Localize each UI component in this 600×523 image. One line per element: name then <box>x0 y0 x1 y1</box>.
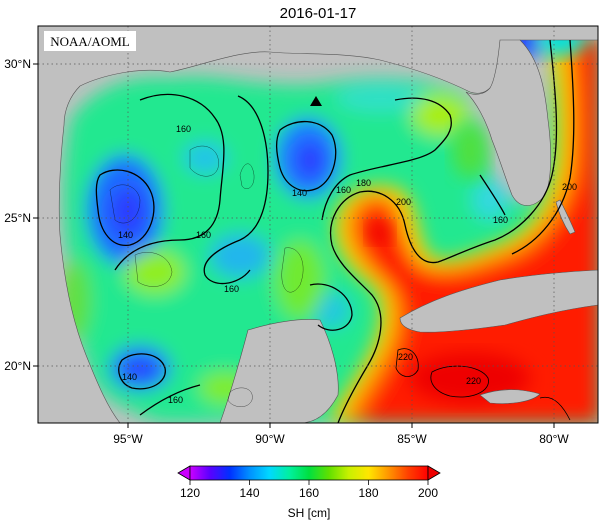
lat-tick-label: 25°N <box>4 211 31 225</box>
cuba <box>399 269 598 333</box>
contour-line <box>539 396 571 421</box>
colorbar-ticks: 120 140 160 180 200 <box>180 480 438 500</box>
latitude-tick-labels: 20°N 25°N 30°N <box>4 57 31 373</box>
lon-tick-label: 95°W <box>113 432 143 446</box>
contour-line <box>321 97 452 221</box>
colorbar-min-arrow <box>177 465 191 481</box>
contour-line <box>95 169 155 246</box>
contour-label: 220 <box>466 376 481 386</box>
map-frame <box>37 25 599 424</box>
axis-ticks <box>33 63 555 428</box>
contour-line <box>309 283 353 331</box>
contour-label: 140 <box>122 372 137 382</box>
contour-line <box>118 353 166 390</box>
florida-peninsula <box>465 39 551 206</box>
contour-label: 160 <box>336 185 351 195</box>
colorbar-tick-label: 200 <box>418 486 438 500</box>
contour-label: 140 <box>292 188 307 198</box>
contour-line <box>479 174 506 216</box>
contour-label: 180 <box>356 178 371 188</box>
lat-tick-label: 20°N <box>4 359 31 373</box>
contour-line <box>203 95 269 285</box>
lon-tick-label: 80°W <box>539 432 569 446</box>
map-area: 160 140 160 140 160 160 180 200 160 140 … <box>38 26 598 423</box>
colorbar: 120 140 160 180 200 SH [cm] <box>177 465 441 520</box>
contour-line <box>114 93 225 271</box>
contour-line <box>330 39 558 423</box>
colorbar-tick-label: 120 <box>180 486 200 500</box>
us-mexico-land <box>38 26 598 423</box>
colorbar-max-arrow <box>427 465 441 481</box>
contour-label: 200 <box>562 182 577 192</box>
contour-label: 160 <box>224 284 239 294</box>
contour-line <box>395 348 419 377</box>
lon-tick-label: 85°W <box>397 432 427 446</box>
colorbar-tick-label: 140 <box>239 486 259 500</box>
contour-label: 200 <box>396 197 411 207</box>
bahamas <box>555 199 576 235</box>
colorbar-label: SH [cm] <box>288 506 331 520</box>
station-marker-icon <box>310 96 322 106</box>
contour-label: 160 <box>196 230 211 240</box>
jamaica <box>479 389 541 404</box>
colorbar-gradient <box>189 465 429 481</box>
contour-label: 160 <box>176 124 191 134</box>
contour-label: 160 <box>493 215 508 225</box>
lat-tick-label: 30°N <box>4 57 31 71</box>
contour-line <box>139 384 201 416</box>
contour-label: 160 <box>168 395 183 405</box>
contour-label: 220 <box>398 352 413 362</box>
contour-line <box>511 39 575 255</box>
agency-label: NOAA/AOML <box>50 34 130 49</box>
contour-labels: 160 140 160 140 160 160 180 200 160 140 … <box>118 124 577 405</box>
graticule <box>38 26 598 423</box>
map-title: 2016-01-17 <box>280 5 357 22</box>
longitude-tick-labels: 95°W 90°W 85°W 80°W <box>113 432 569 446</box>
agency-label-box <box>44 31 136 51</box>
contour-line <box>275 120 337 192</box>
lon-tick-label: 90°W <box>255 432 285 446</box>
colorbar-tick-label: 180 <box>358 486 378 500</box>
land-masses <box>38 26 598 423</box>
contour-label: 140 <box>118 230 133 240</box>
colorbar-tick-label: 160 <box>299 486 319 500</box>
contour-lines <box>95 39 575 423</box>
